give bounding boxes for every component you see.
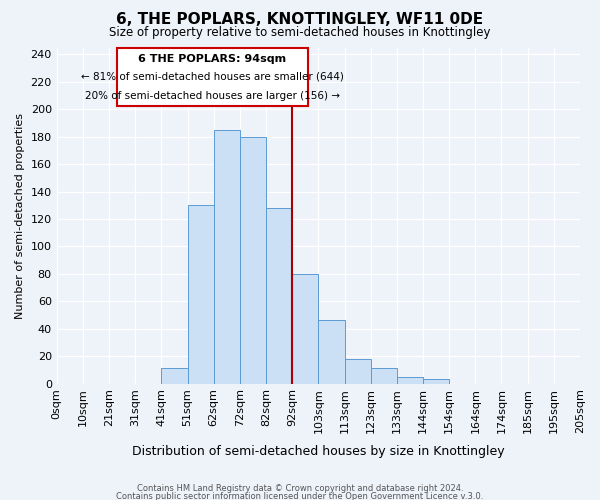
Bar bbox=[371, 368, 397, 384]
Text: Contains HM Land Registry data © Crown copyright and database right 2024.: Contains HM Land Registry data © Crown c… bbox=[137, 484, 463, 493]
Bar bbox=[292, 274, 319, 384]
Y-axis label: Number of semi-detached properties: Number of semi-detached properties bbox=[15, 112, 25, 318]
Bar bbox=[423, 380, 449, 384]
Text: Size of property relative to semi-detached houses in Knottingley: Size of property relative to semi-detach… bbox=[109, 26, 491, 39]
Bar bbox=[397, 376, 423, 384]
Bar bbox=[266, 208, 292, 384]
Text: 6 THE POPLARS: 94sqm: 6 THE POPLARS: 94sqm bbox=[138, 54, 286, 64]
Bar bbox=[214, 130, 240, 384]
Bar bbox=[319, 320, 344, 384]
Text: Contains public sector information licensed under the Open Government Licence v.: Contains public sector information licen… bbox=[116, 492, 484, 500]
Bar bbox=[344, 359, 371, 384]
Bar bbox=[187, 205, 214, 384]
Text: 6, THE POPLARS, KNOTTINGLEY, WF11 0DE: 6, THE POPLARS, KNOTTINGLEY, WF11 0DE bbox=[116, 12, 484, 28]
X-axis label: Distribution of semi-detached houses by size in Knottingley: Distribution of semi-detached houses by … bbox=[132, 444, 505, 458]
Bar bbox=[240, 136, 266, 384]
Bar bbox=[161, 368, 187, 384]
Text: 20% of semi-detached houses are larger (156) →: 20% of semi-detached houses are larger (… bbox=[85, 90, 340, 101]
FancyBboxPatch shape bbox=[117, 48, 308, 106]
Text: ← 81% of semi-detached houses are smaller (644): ← 81% of semi-detached houses are smalle… bbox=[81, 72, 344, 82]
